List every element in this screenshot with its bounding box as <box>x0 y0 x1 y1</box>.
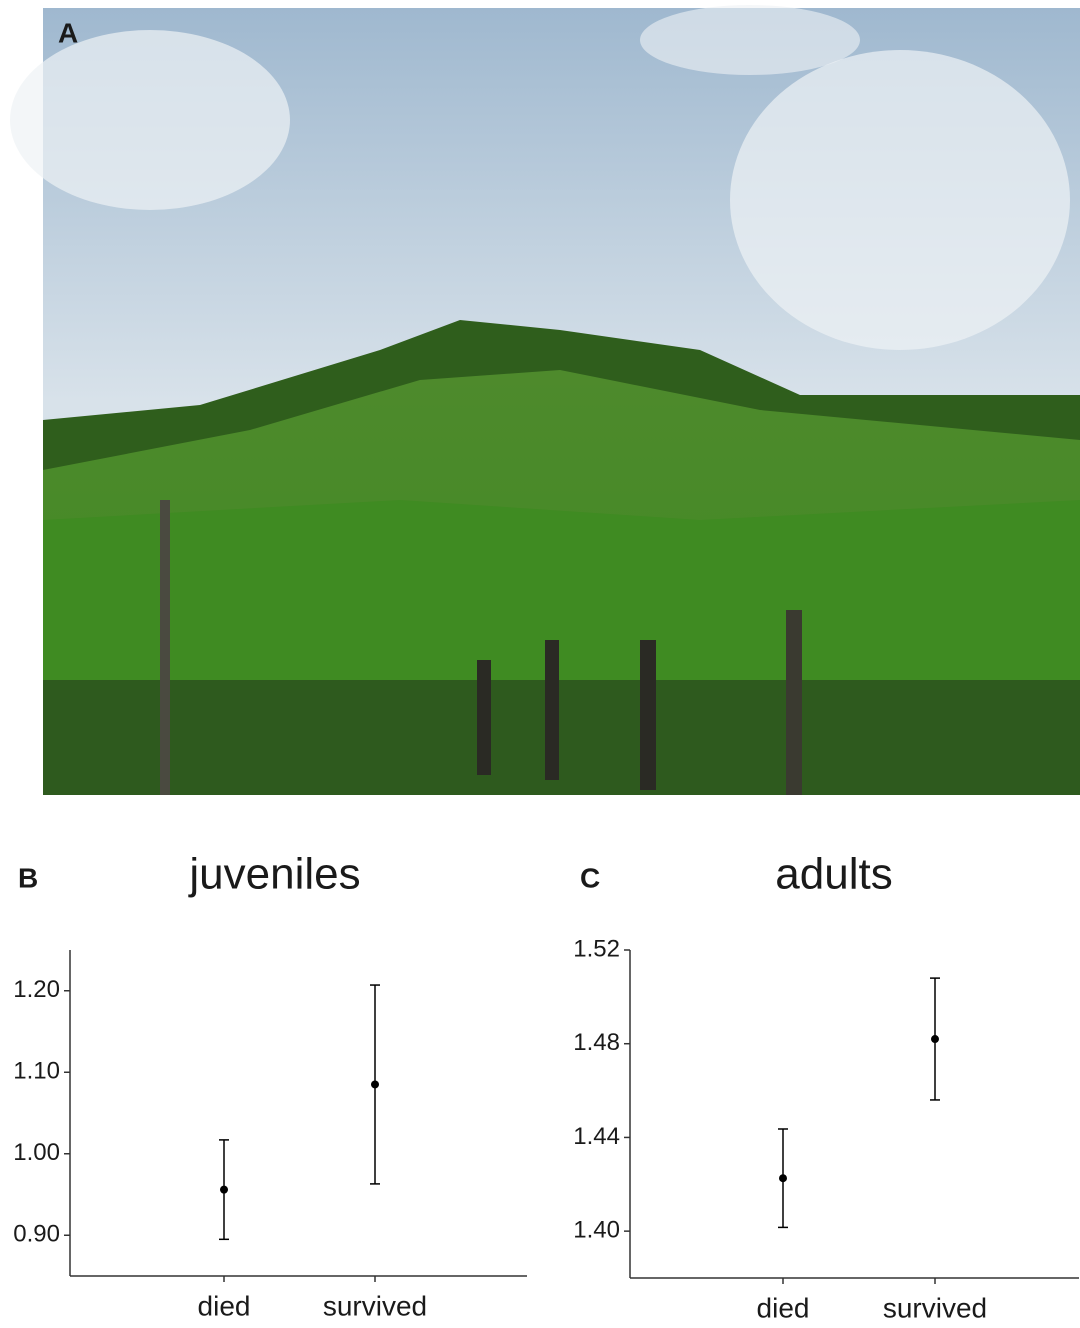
point <box>931 1035 939 1043</box>
chart-title: adults <box>775 850 892 899</box>
y-tick-label: 1.40 <box>573 1216 620 1243</box>
y-tick-label: 1.10 <box>13 1058 60 1085</box>
panel-label: B <box>18 862 38 893</box>
point <box>220 1186 228 1194</box>
x-tick-label: died <box>198 1290 251 1321</box>
photo: A <box>10 5 1080 795</box>
y-tick-label: 1.00 <box>13 1139 60 1166</box>
y-tick-label: 1.52 <box>573 935 620 962</box>
point <box>779 1174 787 1182</box>
chart-title: juveniles <box>187 850 360 899</box>
panel-label: C <box>580 862 600 893</box>
y-tick-label: 0.90 <box>13 1221 60 1248</box>
y-tick-label: 1.20 <box>13 976 60 1003</box>
y-tick-label: 1.44 <box>573 1123 620 1150</box>
figure: A Bjuveniles 0.90 1.00 1.10 1.20 died survived… <box>0 0 1080 1323</box>
point <box>371 1080 379 1088</box>
y-tick-label: 1.48 <box>573 1029 620 1056</box>
page: {"figure": {"photo_label": "A"}, "chart_… <box>0 0 1080 1323</box>
x-tick-label: survived <box>323 1290 427 1321</box>
panel-label: A <box>58 17 78 48</box>
x-tick-label: died <box>757 1292 810 1323</box>
x-tick-label: survived <box>883 1292 987 1323</box>
